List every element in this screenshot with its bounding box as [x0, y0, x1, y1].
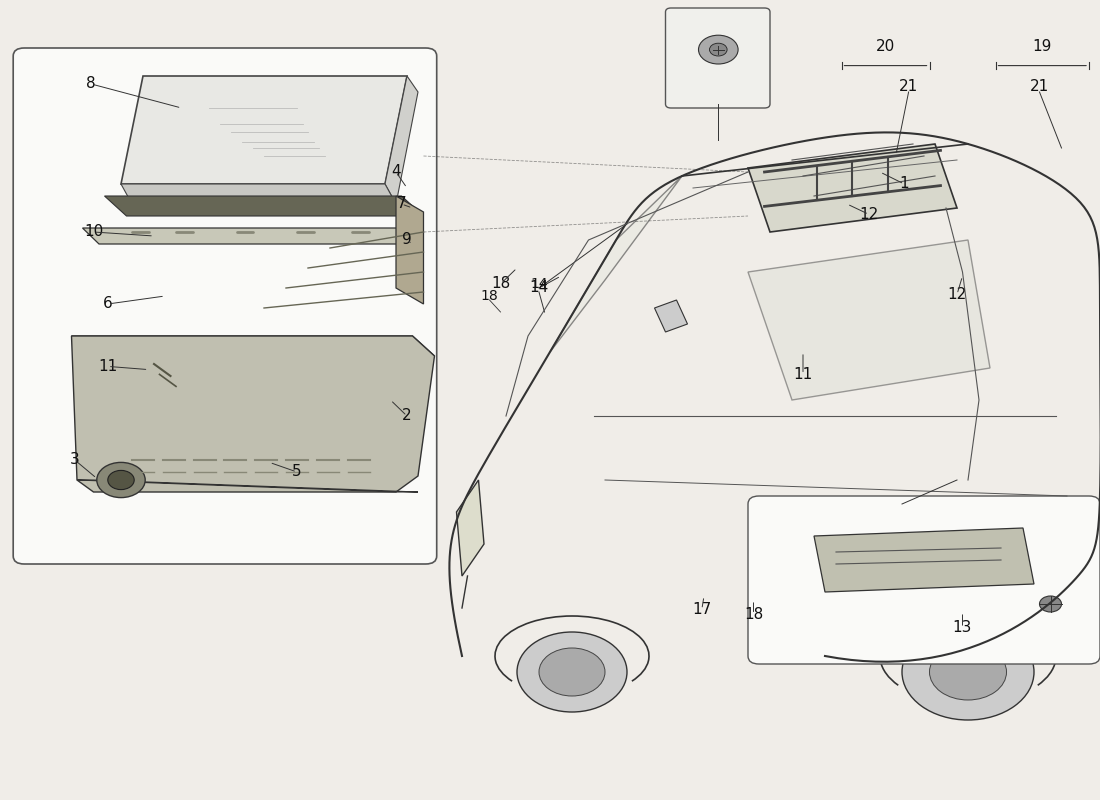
Text: 5: 5 [293, 465, 301, 479]
Polygon shape [82, 228, 424, 244]
Polygon shape [748, 144, 957, 232]
Text: 2: 2 [403, 409, 411, 423]
Text: 1: 1 [900, 177, 909, 191]
FancyBboxPatch shape [666, 8, 770, 108]
Circle shape [1040, 596, 1062, 612]
Text: 11: 11 [793, 367, 813, 382]
Text: 19: 19 [1032, 39, 1052, 54]
Circle shape [902, 624, 1034, 720]
Polygon shape [77, 480, 418, 492]
Polygon shape [72, 336, 434, 356]
Polygon shape [121, 76, 407, 184]
Text: 12: 12 [859, 207, 879, 222]
Text: 13: 13 [953, 621, 972, 635]
Text: 6: 6 [103, 297, 112, 311]
Text: 21: 21 [899, 79, 918, 94]
Polygon shape [456, 480, 484, 576]
Polygon shape [121, 184, 396, 204]
Text: 18: 18 [481, 289, 498, 303]
Circle shape [539, 648, 605, 696]
Text: 18: 18 [744, 607, 763, 622]
Text: 14: 14 [529, 281, 549, 295]
Text: 18: 18 [491, 277, 510, 291]
FancyBboxPatch shape [748, 496, 1100, 664]
Circle shape [698, 35, 738, 64]
Polygon shape [814, 528, 1034, 592]
Polygon shape [385, 76, 418, 204]
Polygon shape [748, 240, 990, 400]
Text: 10: 10 [84, 225, 103, 239]
Polygon shape [654, 300, 688, 332]
Text: 12: 12 [947, 287, 967, 302]
Text: 8: 8 [87, 77, 96, 91]
FancyBboxPatch shape [13, 48, 437, 564]
Text: 7: 7 [397, 197, 406, 211]
Text: 11: 11 [98, 359, 118, 374]
Text: 9: 9 [403, 233, 411, 247]
Polygon shape [550, 176, 682, 352]
Circle shape [517, 632, 627, 712]
Text: 21: 21 [1030, 79, 1049, 94]
Circle shape [710, 43, 727, 56]
Text: 20: 20 [876, 39, 895, 54]
Text: 4: 4 [392, 165, 400, 179]
Polygon shape [104, 196, 424, 216]
Polygon shape [72, 336, 434, 492]
Text: 17: 17 [692, 602, 712, 617]
Polygon shape [396, 196, 424, 304]
Text: 3: 3 [70, 453, 79, 467]
Text: 14: 14 [530, 277, 548, 291]
Circle shape [97, 462, 145, 498]
Circle shape [930, 644, 1007, 700]
Circle shape [108, 470, 134, 490]
